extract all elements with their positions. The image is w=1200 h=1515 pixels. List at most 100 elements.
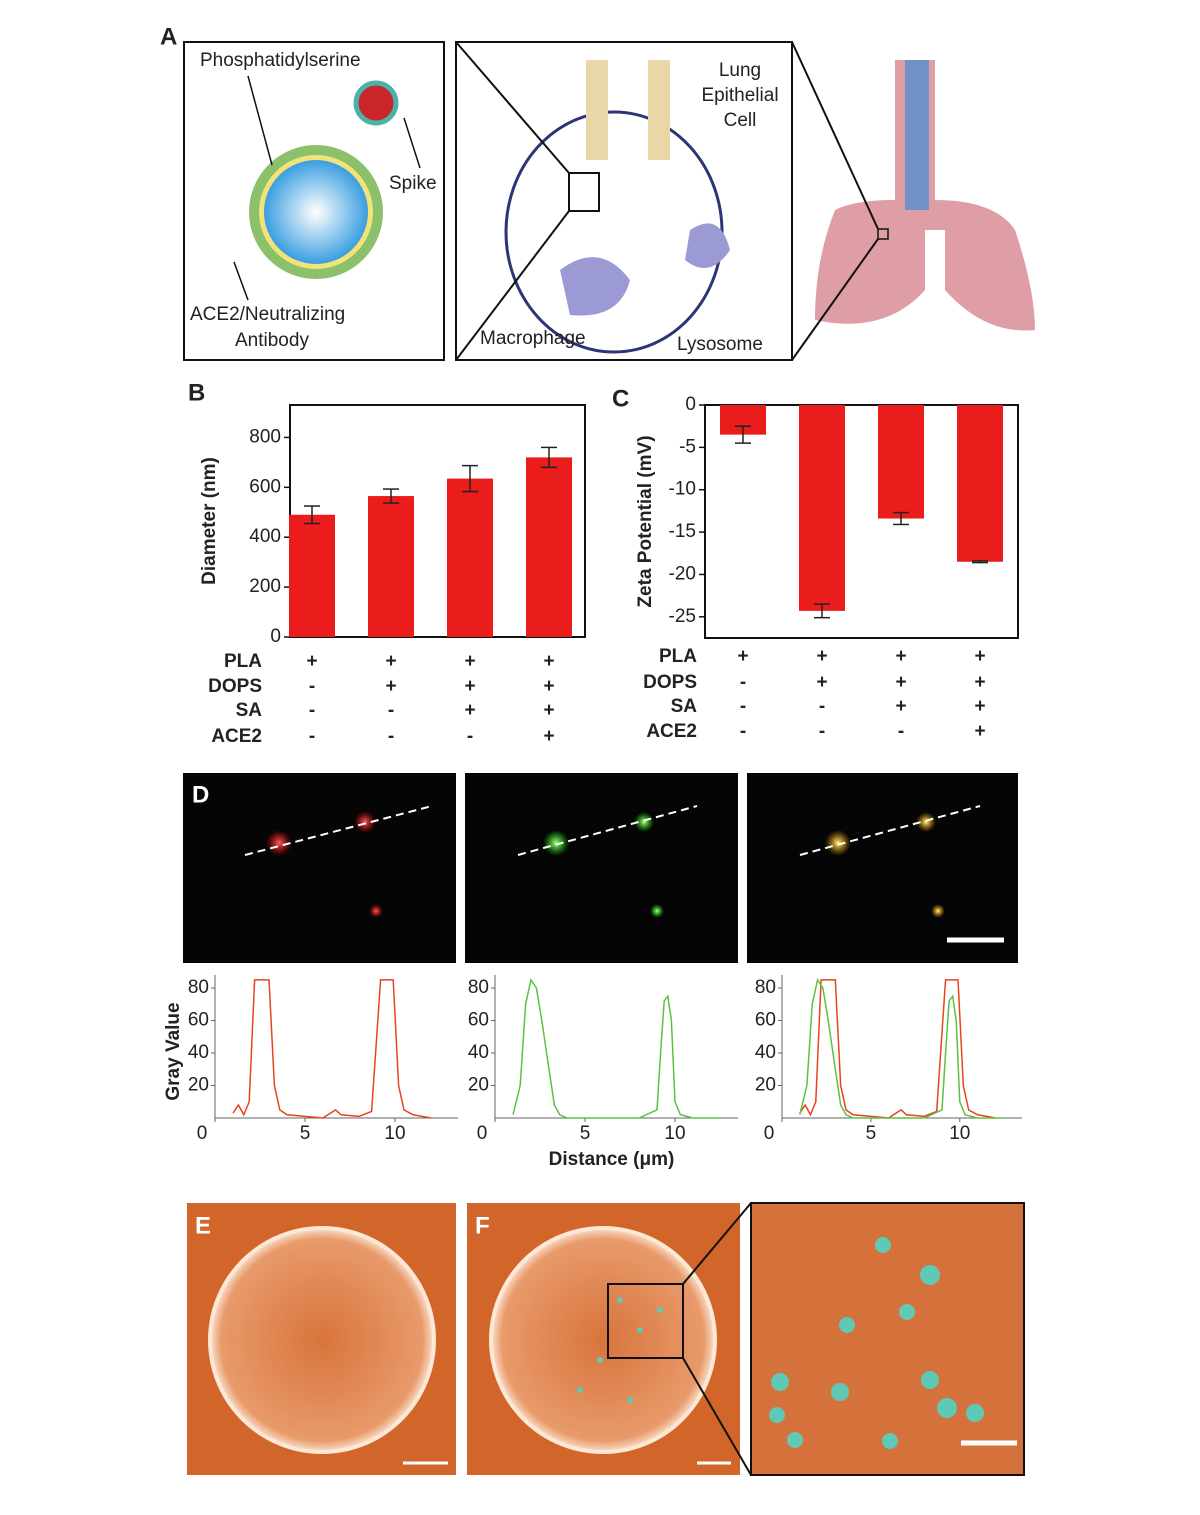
- y-axis-label: Diameter (nm): [199, 457, 220, 585]
- pointer: [403, 117, 421, 169]
- label: Cell: [724, 110, 757, 131]
- profile-line: [799, 805, 981, 856]
- y-tick-label: 600: [249, 476, 281, 497]
- profile-line: [232, 979, 432, 1119]
- x-tick-label: 10: [384, 1123, 405, 1144]
- zoom-line: [682, 1357, 752, 1476]
- y-tick-label: 20: [468, 1075, 489, 1096]
- particles: [577, 1237, 984, 1449]
- panel-label: E: [195, 1212, 211, 1239]
- condition-mark: +: [895, 672, 906, 693]
- y-tick-label: 400: [249, 526, 281, 547]
- panel-label: C: [612, 385, 629, 412]
- spot: [931, 904, 945, 918]
- profile-line: [517, 805, 698, 856]
- condition-mark: +: [816, 646, 827, 667]
- condition-mark: +: [306, 651, 317, 672]
- label: Lung: [719, 60, 761, 81]
- y-tick-label: 80: [755, 977, 776, 998]
- y-tick-label: 80: [468, 977, 489, 998]
- condition-mark: -: [388, 700, 394, 721]
- spot: [266, 830, 292, 856]
- y-tick-label: -25: [669, 606, 696, 627]
- plot-frame: [704, 404, 1019, 639]
- x-tick-label: 0: [197, 1123, 208, 1144]
- condition-name: DOPS: [643, 672, 697, 693]
- condition-name: SA: [236, 700, 263, 721]
- condition-mark: +: [385, 676, 396, 697]
- condition-name: ACE2: [211, 726, 262, 747]
- condition-name: SA: [671, 696, 698, 717]
- zoom-line: [455, 210, 570, 361]
- spot: [650, 904, 664, 918]
- y-tick-label: 80: [188, 977, 209, 998]
- condition-mark: +: [385, 651, 396, 672]
- panel-label: A: [160, 23, 177, 50]
- zoom-line: [682, 1202, 752, 1285]
- spot: [369, 904, 383, 918]
- inset-box: [455, 41, 793, 361]
- y-tick-label: 60: [755, 1010, 776, 1031]
- condition-mark: +: [543, 700, 554, 721]
- label: ACE2/Neutralizing: [190, 304, 345, 325]
- condition-mark: -: [819, 721, 825, 742]
- sem-particle: [489, 1226, 717, 1454]
- spot: [634, 812, 654, 832]
- profile-line: [799, 979, 996, 1119]
- panel-label: F: [475, 1212, 490, 1239]
- spot: [825, 830, 851, 856]
- zoom-box: [877, 228, 889, 240]
- profile-line: [512, 977, 720, 1119]
- spot: [916, 812, 936, 832]
- inset-box: [183, 41, 445, 361]
- x-tick-label: 10: [664, 1123, 685, 1144]
- panel-a: Phosphatidylserine Spike ACE2/Neutralizi…: [183, 41, 1035, 361]
- y-tick-label: 60: [188, 1010, 209, 1031]
- virus: [353, 80, 399, 126]
- panel-d-images: [183, 773, 1018, 963]
- condition-mark: -: [309, 700, 315, 721]
- zoom-line: [791, 238, 879, 361]
- y-tick-label: 800: [249, 426, 281, 447]
- y-tick-label: -15: [669, 521, 696, 542]
- pointer: [247, 75, 273, 166]
- condition-mark: +: [737, 646, 748, 667]
- y-axis-label: Zeta Potential (mV): [635, 435, 656, 607]
- zoom-line: [455, 41, 570, 174]
- condition-mark: +: [464, 676, 475, 697]
- y-tick-label: -10: [669, 479, 696, 500]
- bar: [957, 405, 1003, 562]
- condition-name: PLA: [659, 646, 697, 667]
- condition-mark: -: [740, 672, 746, 693]
- trachea: [905, 60, 929, 210]
- spot: [354, 811, 376, 833]
- micrograph: [183, 773, 456, 963]
- macrophage-cell: [560, 257, 630, 316]
- macrophage-cell: [685, 223, 730, 268]
- condition-mark: +: [543, 676, 554, 697]
- label: Epithelial: [701, 85, 778, 106]
- particle-core: [264, 160, 368, 264]
- condition-mark: +: [816, 672, 827, 693]
- condition-mark: +: [974, 672, 985, 693]
- label: Phosphatidylserine: [200, 50, 361, 71]
- condition-mark: -: [740, 721, 746, 742]
- spot: [543, 830, 569, 856]
- y-tick-label: 40: [188, 1042, 209, 1063]
- condition-mark: +: [464, 700, 475, 721]
- condition-mark: +: [895, 696, 906, 717]
- label: Macrophage: [480, 328, 586, 349]
- y-tick-label: 0: [270, 626, 281, 647]
- y-tick-label: 40: [755, 1042, 776, 1063]
- bar: [878, 405, 924, 519]
- condition-mark: -: [898, 721, 904, 742]
- y-axis-label: Gray Value: [163, 1002, 184, 1100]
- bar: [289, 514, 335, 637]
- zoom-box: [607, 1283, 684, 1359]
- condition-mark: +: [974, 646, 985, 667]
- condition-mark: -: [309, 676, 315, 697]
- bar: [526, 457, 572, 637]
- y-tick-label: 0: [685, 394, 696, 415]
- airway-cells: [648, 60, 670, 160]
- y-tick-label: -5: [679, 436, 696, 457]
